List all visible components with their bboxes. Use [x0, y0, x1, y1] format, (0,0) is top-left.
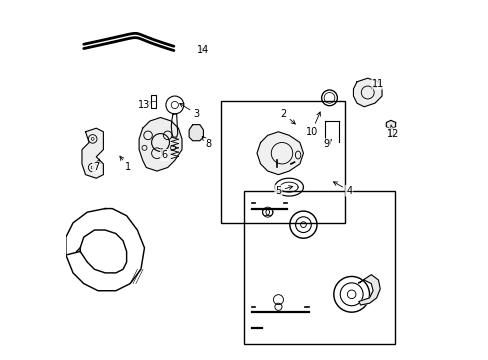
Text: 5: 5	[275, 186, 292, 196]
Text: 10: 10	[305, 112, 320, 137]
Polygon shape	[257, 132, 303, 175]
Text: 12: 12	[386, 125, 398, 139]
Polygon shape	[82, 128, 103, 178]
Polygon shape	[353, 78, 381, 107]
Text: 1: 1	[120, 156, 131, 172]
Polygon shape	[358, 275, 380, 305]
Text: 7: 7	[93, 159, 100, 172]
Text: 6: 6	[161, 149, 167, 160]
Polygon shape	[189, 125, 203, 141]
Text: 3: 3	[180, 103, 199, 119]
Text: 13: 13	[137, 100, 151, 110]
Polygon shape	[139, 117, 182, 171]
Text: 8: 8	[202, 136, 211, 149]
Text: 4: 4	[333, 182, 351, 196]
Text: 9: 9	[323, 139, 331, 149]
Bar	[150, 95, 156, 108]
Text: 14: 14	[197, 45, 209, 55]
Bar	[221, 102, 344, 223]
Text: 2: 2	[280, 109, 295, 124]
Text: 11: 11	[371, 78, 384, 89]
Bar	[244, 191, 394, 344]
Polygon shape	[386, 120, 395, 129]
